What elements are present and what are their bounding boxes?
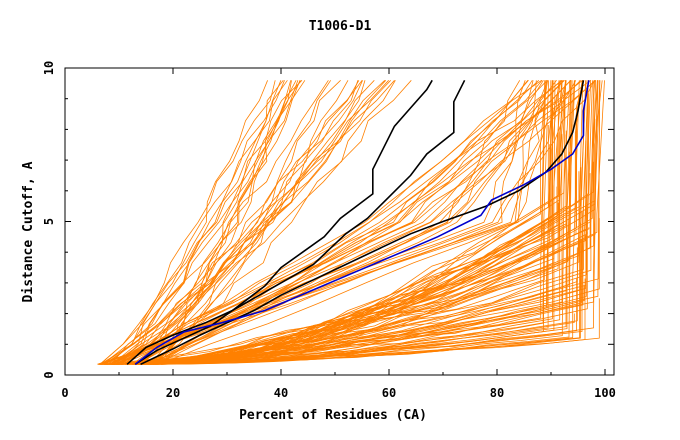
x-tick-label: 80 — [490, 386, 504, 400]
background-series-line — [111, 80, 386, 365]
series-line-black-2 — [126, 79, 466, 365]
background-series-line — [150, 80, 292, 365]
background-series-line — [110, 79, 542, 365]
background-series-group — [97, 79, 605, 365]
x-tick-label: 100 — [594, 386, 616, 400]
background-series-line — [154, 80, 282, 365]
background-series-line — [107, 80, 302, 365]
series-line-blue — [134, 80, 590, 365]
background-series-line — [103, 80, 387, 365]
background-series-line — [111, 80, 363, 365]
background-series-line — [117, 80, 284, 365]
background-series-line — [126, 80, 592, 365]
background-series-line — [121, 202, 559, 365]
background-series-line — [99, 235, 586, 365]
background-series-line — [131, 80, 589, 365]
background-series-line — [160, 80, 589, 365]
background-series-line — [155, 247, 578, 365]
background-series-line — [117, 80, 571, 365]
chart-title: T1006-D1 — [309, 19, 372, 34]
y-axis-ticks: 0 5 10 — [42, 61, 614, 379]
background-series-line — [116, 80, 565, 365]
background-series-line — [139, 80, 583, 365]
background-series-line — [152, 79, 597, 365]
background-series-line — [110, 80, 299, 365]
background-series-line — [111, 79, 563, 365]
x-tick-label: 60 — [382, 386, 396, 400]
background-series-line — [102, 80, 329, 365]
background-series-line — [153, 80, 359, 365]
background-series-line — [157, 80, 543, 365]
background-series-line — [97, 265, 567, 365]
background-series-line — [101, 80, 285, 365]
highlighted-series-group — [126, 79, 590, 366]
background-series-line — [99, 80, 276, 365]
x-tick-label: 40 — [274, 386, 288, 400]
y-tick-label: 0 — [42, 371, 56, 378]
background-series-line — [107, 79, 591, 365]
background-series-line — [141, 80, 301, 365]
y-axis-label: Distance Cutoff, A — [21, 161, 36, 302]
background-series-line — [99, 80, 577, 365]
x-tick-label: 0 — [61, 386, 68, 400]
background-series-line — [119, 80, 268, 365]
background-series-line — [111, 80, 412, 365]
background-series-line — [136, 80, 366, 365]
x-axis-ticks: 0 20 40 60 80 100 — [61, 68, 616, 400]
background-series-line — [161, 188, 587, 365]
background-series-line — [105, 80, 363, 365]
background-series-line — [155, 80, 595, 365]
y-tick-label: 5 — [42, 218, 56, 225]
x-tick-label: 20 — [166, 386, 180, 400]
x-axis-label: Percent of Residues (CA) — [239, 408, 427, 423]
background-series-line — [99, 80, 303, 365]
y-tick-label: 10 — [42, 61, 56, 75]
background-series-line — [158, 80, 567, 365]
background-series-line — [113, 80, 529, 365]
series-line-black-3 — [140, 80, 585, 366]
background-series-line — [142, 80, 526, 365]
background-series-line — [108, 80, 391, 365]
background-series-line — [157, 80, 292, 365]
background-series-line — [114, 80, 288, 365]
background-series-line — [145, 118, 596, 365]
background-series-line — [117, 80, 540, 365]
background-series-line — [142, 80, 396, 365]
background-series-line — [117, 79, 562, 365]
